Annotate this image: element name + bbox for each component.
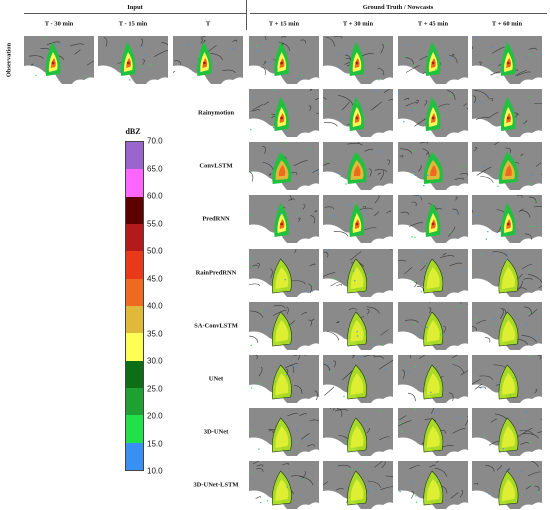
radar-panel [472, 355, 542, 403]
radar-panel [323, 195, 393, 243]
radar-panel [323, 408, 393, 456]
colorbar-segment [126, 305, 143, 334]
row-label: Observation [5, 42, 13, 78]
colorbar-tick: 15.0 [147, 439, 163, 448]
row-label: 3D-UNet [203, 428, 229, 436]
radar-panel [249, 408, 319, 456]
row-label: 3D-UNet-LSTM [193, 481, 239, 489]
row-label: ConvLSTM [199, 162, 233, 170]
radar-panel [249, 142, 319, 190]
radar-panel [398, 195, 468, 243]
radar-panel [24, 36, 94, 84]
radar-panel [398, 302, 468, 350]
radar-panel [323, 302, 393, 350]
colorbar-tick: 45.0 [147, 274, 163, 283]
colorbar-segment [126, 142, 143, 170]
colorbar-tick: 40.0 [147, 301, 163, 311]
gt-header-line [250, 13, 547, 14]
radar-panel [249, 302, 319, 350]
time-label: T + 60 min [491, 20, 523, 28]
input-header-line [24, 13, 246, 14]
radar-panel [398, 89, 468, 137]
radar-panel [398, 249, 468, 297]
colorbar-tick: 70.0 [147, 136, 163, 146]
colorbar-tick: 25.0 [147, 384, 163, 393]
time-label: T + 45 min [417, 20, 449, 28]
row-label: RainPredRNN [195, 269, 237, 277]
colorbar-segment [126, 442, 143, 470]
time-label: T + 15 min [268, 20, 300, 28]
radar-panel [398, 142, 468, 190]
row-label: SA-ConvLSTM [194, 322, 238, 330]
colorbar-title: dBZ [125, 127, 141, 136]
colorbar [125, 141, 144, 471]
radar-panel [398, 36, 468, 84]
radar-panel [249, 461, 319, 509]
row-label: PredRNN [202, 215, 230, 223]
colorbar-segment [126, 223, 143, 252]
colorbar-tick: 10.0 [147, 466, 163, 476]
time-label: T [205, 20, 211, 28]
radar-panel [323, 89, 393, 137]
colorbar-tick: 35.0 [147, 329, 163, 338]
colorbar-segment [126, 360, 143, 388]
colorbar-segment [126, 415, 143, 443]
row-label: Rainymotion [197, 109, 235, 117]
radar-panel [398, 355, 468, 403]
radar-panel [323, 461, 393, 509]
input-header: Input [127, 4, 143, 11]
radar-panel [173, 36, 243, 84]
radar-panel [249, 195, 319, 243]
radar-panel [249, 36, 319, 84]
colorbar-tick: 55.0 [147, 219, 163, 228]
time-label: T - 30 min [44, 20, 74, 28]
radar-panel [472, 461, 542, 509]
time-label: T + 30 min [342, 20, 374, 28]
radar-panel [472, 195, 542, 243]
colorbar-segment [126, 278, 143, 306]
colorbar-tick: 30.0 [147, 356, 163, 366]
colorbar-segment [126, 196, 143, 224]
radar-panel [398, 408, 468, 456]
radar-panel [472, 302, 542, 350]
colorbar-tick: 20.0 [147, 411, 163, 421]
colorbar-segment [126, 169, 143, 197]
colorbar-segment [126, 333, 143, 361]
radar-panel [472, 249, 542, 297]
time-label: T - 15 min [118, 20, 148, 28]
radar-panel [249, 89, 319, 137]
colorbar-segment [126, 387, 143, 416]
ground-truth-header: Ground Truth / Nowcasts [362, 4, 434, 11]
radar-panel [472, 89, 542, 137]
radar-panel [249, 355, 319, 403]
radar-panel [472, 36, 542, 84]
colorbar-segment [126, 251, 143, 279]
radar-panel [472, 408, 542, 456]
radar-panel [249, 249, 319, 297]
radar-panel [323, 142, 393, 190]
radar-panel [323, 249, 393, 297]
colorbar-tick: 50.0 [147, 246, 163, 256]
row-label: UNet [208, 375, 224, 383]
radar-panel [472, 142, 542, 190]
radar-panel [323, 36, 393, 84]
radar-panel [98, 36, 168, 84]
radar-panel [323, 355, 393, 403]
radar-panel [398, 461, 468, 509]
colorbar-tick: 60.0 [147, 191, 163, 201]
header-separator [246, 0, 247, 30]
colorbar-tick: 65.0 [147, 164, 163, 173]
